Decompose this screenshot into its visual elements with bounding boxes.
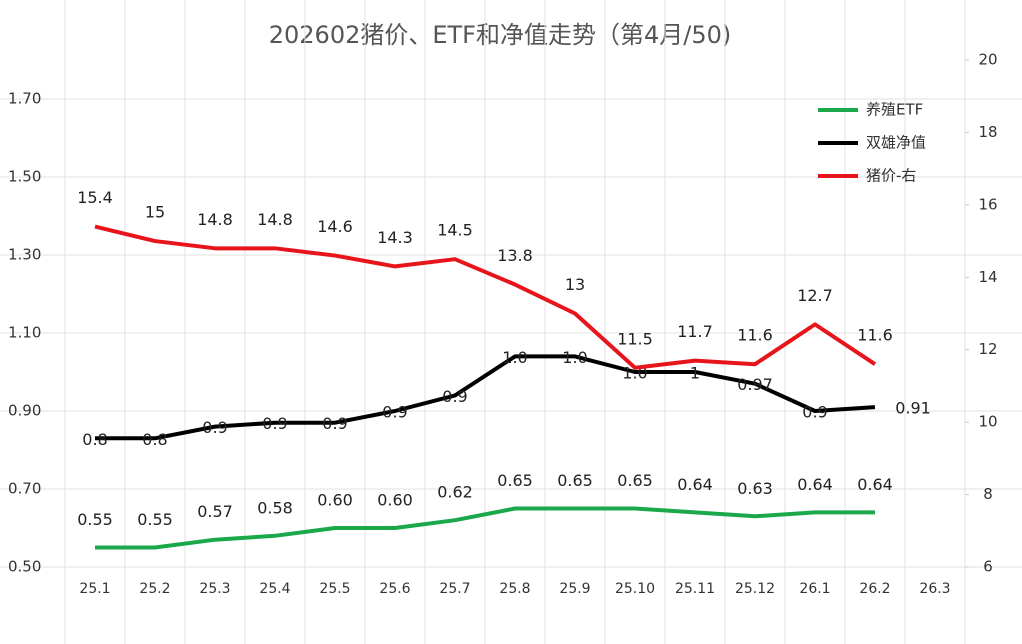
data-label: 0.9	[802, 403, 827, 422]
chart-title: 202602猪价、ETF和净值走势（第4月/50)	[269, 21, 732, 49]
y2-tick-label: 14	[978, 268, 997, 286]
x-tick-label: 25.1	[79, 581, 110, 597]
data-label: 11.5	[617, 329, 653, 348]
data-label: 11.7	[677, 322, 713, 341]
x-tick-label: 25.4	[259, 581, 290, 597]
data-label: 14.8	[197, 210, 233, 229]
data-label: 0.57	[197, 502, 233, 521]
x-tick-label: 25.3	[199, 581, 230, 597]
data-label: 1.0	[562, 348, 587, 367]
x-tick-label: 25.2	[139, 581, 170, 597]
data-label: 0.58	[257, 498, 293, 517]
data-label: 0.91	[895, 399, 931, 418]
data-label: 13	[565, 275, 585, 294]
data-label: 14.8	[257, 210, 293, 229]
data-label: 0.9	[322, 414, 347, 433]
y-tick-label: 1.30	[8, 246, 41, 264]
data-label: 0.55	[77, 510, 113, 529]
x-tick-label: 25.8	[499, 581, 530, 597]
data-label: 0.8	[82, 430, 107, 449]
data-label: 12.7	[797, 286, 833, 305]
data-label: 11.6	[857, 326, 893, 345]
y-tick-label: 0.70	[8, 480, 41, 498]
data-label: 0.97	[737, 375, 773, 394]
y2-tick-label: 18	[978, 123, 997, 141]
data-label: 13.8	[497, 246, 533, 265]
data-label: 0.60	[317, 491, 353, 510]
y2-tick-label: 12	[978, 340, 997, 358]
data-label: 0.65	[617, 471, 653, 490]
x-tick-label: 26.1	[799, 581, 830, 597]
y2-tick-label: 16	[978, 195, 997, 213]
data-label: 0.9	[442, 387, 467, 406]
y2-tick-label: 6	[983, 558, 993, 576]
data-label: 0.62	[437, 483, 473, 502]
data-label: 0.9	[202, 418, 227, 437]
data-label: 14.5	[437, 221, 473, 240]
legend-label: 养殖ETF	[866, 101, 923, 119]
data-label: 0.63	[737, 479, 773, 498]
y2-tick-label: 8	[983, 485, 993, 503]
data-label: 0.9	[262, 414, 287, 433]
data-label: 14.3	[377, 228, 413, 247]
data-label: 15	[145, 203, 165, 222]
x-tick-label: 25.5	[319, 581, 350, 597]
data-label: 14.6	[317, 217, 353, 236]
x-tick-label: 25.12	[735, 581, 775, 597]
legend-label: 双雄净值	[866, 134, 926, 152]
data-label: 11.6	[737, 326, 773, 345]
y-tick-label: 0.50	[8, 558, 41, 576]
y-tick-label: 0.90	[8, 402, 41, 420]
data-label: 0.55	[137, 510, 173, 529]
y2-tick-label: 10	[978, 413, 997, 431]
x-tick-label: 25.6	[379, 581, 410, 597]
x-tick-label: 26.2	[859, 581, 890, 597]
x-tick-label: 25.11	[675, 581, 715, 597]
data-label: 0.8	[142, 430, 167, 449]
x-tick-label: 25.9	[559, 581, 590, 597]
x-tick-label: 26.3	[919, 581, 950, 597]
y-tick-label: 1.10	[8, 324, 41, 342]
data-label: 0.65	[557, 471, 593, 490]
series-line	[94, 224, 877, 370]
y-tick-label: 1.50	[8, 168, 41, 186]
y2-tick-label: 20	[978, 51, 997, 69]
data-label: 0.64	[797, 475, 833, 494]
data-label: 1	[690, 364, 700, 383]
y-tick-label: 1.70	[8, 90, 41, 108]
data-label: 0.64	[857, 475, 893, 494]
series-line	[95, 354, 876, 441]
data-label: 0.64	[677, 475, 713, 494]
data-label: 15.4	[77, 188, 113, 207]
data-label: 0.65	[497, 471, 533, 490]
legend-label: 猪价-右	[866, 167, 916, 185]
x-tick-label: 25.7	[439, 581, 470, 597]
data-label: 0.9	[382, 403, 407, 422]
series-line	[95, 506, 875, 550]
data-label: 0.60	[377, 491, 413, 510]
x-tick-label: 25.10	[615, 581, 655, 597]
data-label: 1.0	[502, 348, 527, 367]
